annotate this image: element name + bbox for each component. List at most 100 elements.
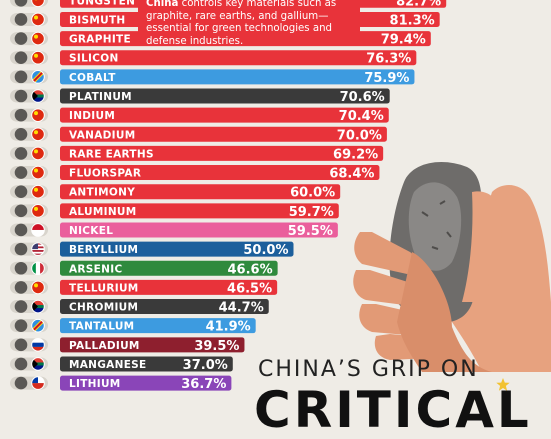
mineral-sample-icon xyxy=(15,71,28,84)
country-flag-icon xyxy=(32,51,45,64)
category-label: TUNGSTEN xyxy=(69,0,135,7)
mineral-sample-icon xyxy=(15,224,28,237)
value-label: 39.5% xyxy=(194,339,239,354)
value-label: 36.7% xyxy=(181,377,226,392)
category-label: ANTIMONY xyxy=(69,187,135,199)
value-label: 59.5% xyxy=(288,224,333,239)
bar-row: NICKEL 59.5% xyxy=(10,222,338,239)
bar-row: INDIUM 70.4% xyxy=(10,108,389,125)
value-label: 37.0% xyxy=(183,358,228,373)
country-flag-icon xyxy=(32,262,45,275)
country-flag-icon xyxy=(32,358,45,371)
value-label: 75.9% xyxy=(364,71,409,86)
country-flag-icon xyxy=(32,185,45,198)
mineral-sample-icon xyxy=(15,13,28,26)
country-flag-icon xyxy=(32,339,45,352)
mineral-sample-icon xyxy=(15,358,28,371)
country-flag-icon xyxy=(32,300,45,313)
mineral-sample-icon xyxy=(15,90,28,103)
headline-line-1: CHINA’S GRIP ON xyxy=(258,357,548,382)
bar-row: ANTIMONY 60.0% xyxy=(10,184,340,201)
bar-row: COBALT 75.9% xyxy=(10,69,414,86)
category-label: INDIUM xyxy=(69,110,115,122)
category-label: RARE EARTHS xyxy=(69,148,154,160)
category-label: FLUORSPAR xyxy=(69,168,141,180)
mineral-sample-icon xyxy=(15,262,28,275)
category-label: ARSENIC xyxy=(69,263,122,275)
bar-row: LITHIUM 36.7% xyxy=(10,376,231,393)
country-flag-icon xyxy=(32,109,45,122)
callout-bold: China xyxy=(146,0,178,9)
mineral-sample-icon xyxy=(15,51,28,64)
mineral-sample-icon xyxy=(15,243,28,256)
mineral-sample-icon xyxy=(15,32,28,45)
category-label: CHROMIUM xyxy=(69,302,138,314)
bar-row: CHROMIUM 44.7% xyxy=(10,299,269,316)
country-flag-icon xyxy=(32,147,45,160)
value-label: 82.7% xyxy=(396,0,441,9)
category-label: MANGANESE xyxy=(69,359,147,371)
mineral-sample-icon xyxy=(15,205,28,218)
value-label: 44.7% xyxy=(219,301,264,316)
country-flag-icon xyxy=(32,166,45,179)
country-flag-icon xyxy=(32,205,45,218)
country-flag-icon xyxy=(32,281,45,294)
bar-row: MANGANESE 37.0% xyxy=(10,356,233,373)
category-label: BISMUTH xyxy=(69,14,126,26)
category-label: COBALT xyxy=(69,72,116,84)
mineral-sample-icon xyxy=(15,109,28,122)
country-flag-icon xyxy=(32,32,45,45)
country-flag-icon xyxy=(32,224,45,237)
bar-row: VANADIUM 70.0% xyxy=(10,127,387,144)
headline-line-2: CRITICAL xyxy=(254,382,551,438)
country-flag-icon xyxy=(32,13,45,26)
category-label: SILICON xyxy=(69,53,119,65)
category-label: ALUMINUM xyxy=(69,206,137,218)
value-label: 81.3% xyxy=(390,13,435,28)
category-label: PALLADIUM xyxy=(69,340,140,352)
bar-row: BERYLLIUM 50.0% xyxy=(10,242,294,259)
mineral-sample-icon xyxy=(15,319,28,332)
category-label: TELLURIUM xyxy=(69,282,139,294)
value-label: 60.0% xyxy=(290,186,335,201)
bar-row: ALUMINUM 59.7% xyxy=(10,203,339,220)
mineral-sample-icon xyxy=(15,377,28,390)
bar-row: SILICON 76.3% xyxy=(10,50,416,67)
country-flag-icon xyxy=(32,90,45,103)
country-flag-icon xyxy=(32,128,45,141)
mineral-sample-icon xyxy=(15,300,28,313)
value-label: 41.9% xyxy=(206,320,251,335)
bar-row: PALLADIUM 39.5% xyxy=(10,337,244,354)
value-label: 76.3% xyxy=(366,52,411,67)
category-label: BERYLLIUM xyxy=(69,244,138,256)
value-label: 50.0% xyxy=(243,243,288,258)
fist-holding-ore-illustration xyxy=(352,152,551,372)
country-flag-icon xyxy=(32,319,45,332)
value-label: 70.4% xyxy=(339,109,384,124)
annotation-callout: China controls key materials such as gra… xyxy=(138,0,360,44)
category-label: VANADIUM xyxy=(69,129,135,141)
mineral-sample-icon xyxy=(15,185,28,198)
country-flag-icon xyxy=(32,243,45,256)
bar-row: PLATINUM 70.6% xyxy=(10,89,390,106)
mineral-sample-icon xyxy=(15,281,28,294)
bar-row: TELLURIUM 46.5% xyxy=(10,280,277,297)
mineral-sample-icon xyxy=(15,166,28,179)
mineral-sample-icon xyxy=(15,339,28,352)
value-label: 70.0% xyxy=(337,128,382,143)
bar-row: ARSENIC 46.6% xyxy=(10,261,278,278)
value-label: 46.5% xyxy=(227,281,272,296)
mineral-sample-icon xyxy=(15,147,28,160)
category-label: NICKEL xyxy=(69,225,113,237)
value-label: 79.4% xyxy=(381,33,426,48)
value-label: 59.7% xyxy=(289,205,334,220)
mineral-sample-icon xyxy=(15,128,28,141)
country-flag-icon xyxy=(32,377,45,390)
category-label: LITHIUM xyxy=(69,378,121,390)
category-label: TANTALUM xyxy=(69,321,134,333)
category-label: PLATINUM xyxy=(69,91,132,103)
value-label: 46.6% xyxy=(228,262,273,277)
value-label: 70.6% xyxy=(340,90,385,105)
